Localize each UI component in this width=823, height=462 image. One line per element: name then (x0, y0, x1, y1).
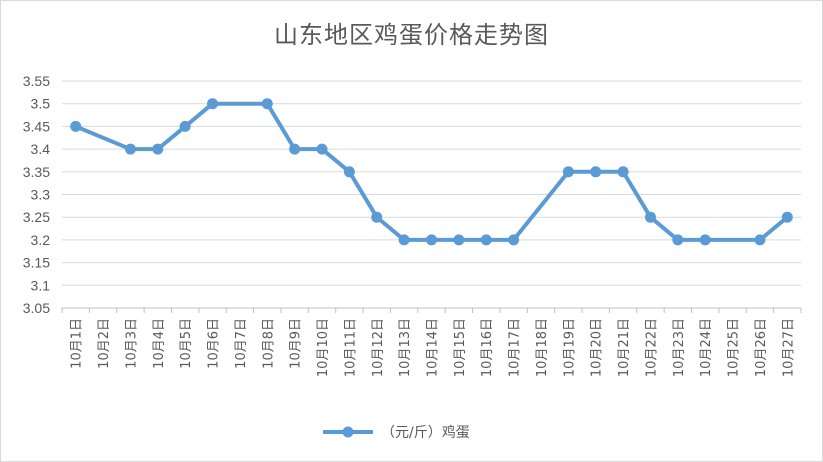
x-tick-label: 10月13日 (398, 318, 413, 377)
data-point (644, 211, 656, 223)
data-point (261, 98, 273, 110)
y-tick-label: 3.1 (31, 277, 51, 293)
x-tick-label: 10月12日 (371, 318, 386, 377)
x-tick-label: 10月26日 (754, 318, 769, 377)
y-tick-label: 3.2 (31, 232, 51, 248)
data-point (289, 143, 301, 155)
data-point (453, 234, 465, 246)
legend-marker (342, 426, 354, 438)
x-tick-label: 10月3日 (124, 318, 139, 369)
y-tick-label: 3.3 (31, 187, 51, 203)
data-point (426, 234, 437, 246)
legend-label: （元/斤）鸡蛋 (381, 424, 470, 441)
x-tick-label: 10月15日 (453, 318, 468, 377)
data-point (316, 143, 328, 155)
x-tick-label: 10月17日 (508, 318, 523, 377)
data-point (124, 143, 136, 155)
y-tick-label: 3.5 (31, 96, 51, 112)
data-point (371, 211, 383, 223)
x-tick-label: 10月23日 (672, 318, 687, 377)
x-tick-label: 10月14日 (426, 318, 441, 377)
data-point (754, 234, 766, 246)
y-tick-label: 3.55 (23, 73, 50, 89)
data-point (207, 98, 219, 110)
x-tick-label: 10月18日 (535, 318, 550, 377)
data-point (152, 143, 164, 155)
x-tick-label: 10月16日 (480, 318, 495, 377)
x-tick-label: 10月10日 (316, 318, 331, 377)
y-tick-label: 3.15 (23, 255, 50, 271)
data-point (70, 120, 82, 132)
data-point (590, 166, 602, 178)
data-point (699, 234, 711, 246)
data-point (617, 166, 629, 178)
x-tick-label: 10月21日 (617, 318, 632, 377)
x-tick-label: 10月24日 (699, 318, 714, 377)
x-tick-label: 10月11日 (343, 318, 358, 377)
data-point (179, 120, 191, 132)
x-tick-label: 10月9日 (289, 318, 304, 369)
y-tick-label: 3.45 (23, 118, 50, 134)
x-tick-label: 10月25日 (727, 318, 742, 377)
x-tick-label: 10月4日 (152, 318, 167, 369)
data-point (562, 166, 574, 178)
x-tick-label: 10月5日 (179, 318, 194, 369)
data-point (398, 234, 410, 246)
data-point (343, 166, 355, 178)
x-tick-label: 10月20日 (590, 318, 605, 377)
data-point (781, 211, 793, 223)
y-tick-label: 3.05 (23, 300, 50, 316)
y-tick-label: 3.35 (23, 164, 50, 180)
x-tick-label: 10月1日 (70, 318, 85, 369)
x-tick-label: 10月19日 (562, 318, 577, 377)
chart-title: 山东地区鸡蛋价格走势图 (274, 21, 549, 49)
y-tick-label: 3.25 (23, 209, 50, 225)
data-point (480, 234, 492, 246)
x-tick-label: 10月2日 (97, 318, 112, 369)
x-tick-label: 10月7日 (234, 318, 249, 369)
x-tick-label: 10月8日 (261, 318, 276, 369)
y-tick-label: 3.4 (31, 141, 51, 157)
data-point (508, 234, 520, 246)
x-tick-label: 10月6日 (207, 318, 222, 369)
x-tick-label: 10月22日 (644, 318, 659, 377)
data-point (672, 234, 684, 246)
x-tick-label: 10月27日 (781, 318, 796, 377)
